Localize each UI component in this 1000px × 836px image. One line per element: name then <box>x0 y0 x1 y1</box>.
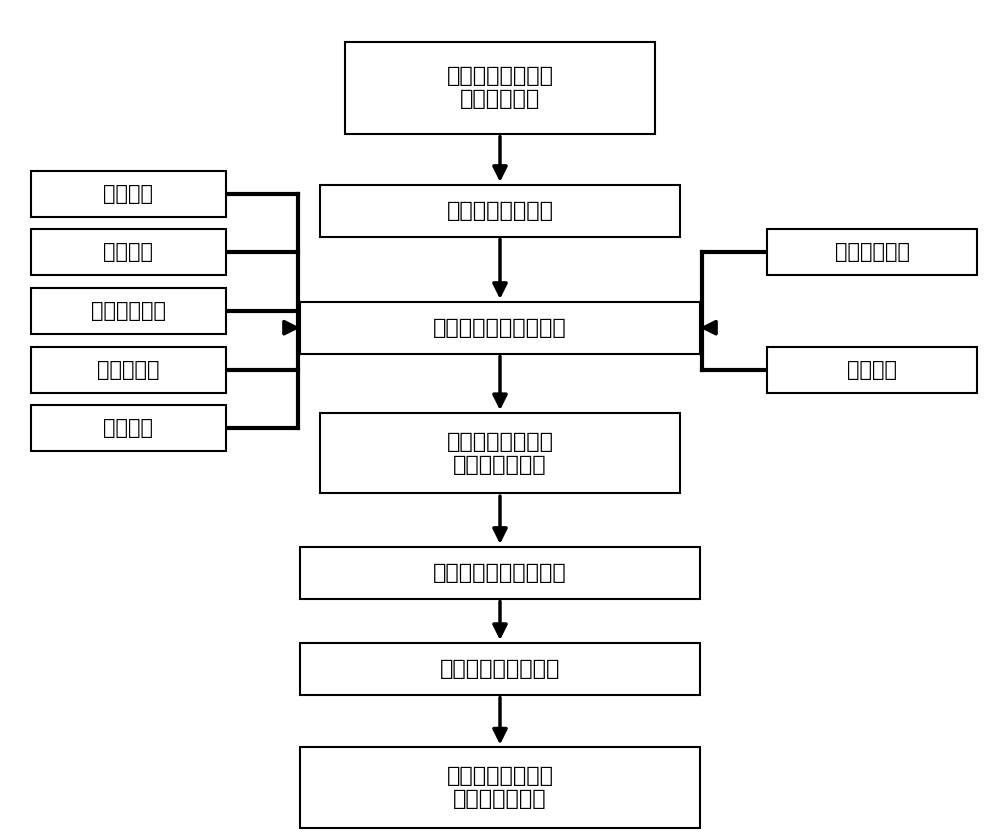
Text: 工程经验: 工程经验 <box>847 359 897 380</box>
Bar <box>320 413 680 493</box>
Text: 正交试验原理: 正交试验原理 <box>834 242 910 263</box>
Text: 破碎岩体注浆加固
效果模拟实验: 破碎岩体注浆加固 效果模拟实验 <box>446 66 554 110</box>
Text: 岩体粒径: 岩体粒径 <box>103 242 153 263</box>
Text: 初步正交试验方案设计: 初步正交试验方案设计 <box>433 318 567 338</box>
Bar <box>300 747 700 828</box>
Bar <box>30 229 226 276</box>
Text: 注浆材料类型: 注浆材料类型 <box>90 301 166 321</box>
Bar <box>345 42 655 134</box>
Bar <box>767 346 977 392</box>
Bar <box>320 185 680 237</box>
Text: 注浆压力: 注浆压力 <box>103 418 153 438</box>
Bar <box>30 346 226 392</box>
Bar <box>767 229 977 276</box>
Bar <box>300 643 700 695</box>
Text: 模拟实验材料制备: 模拟实验材料制备 <box>446 201 554 221</box>
Text: 岩体岩性: 岩体岩性 <box>103 184 153 204</box>
Bar <box>300 547 700 599</box>
Text: 数据处理得到显著因素: 数据处理得到显著因素 <box>433 563 567 583</box>
Text: 对显著因素深入研究: 对显著因素深入研究 <box>440 659 560 679</box>
Text: 浆液水灰比: 浆液水灰比 <box>97 359 159 380</box>
Bar <box>30 288 226 334</box>
Bar <box>30 171 226 217</box>
Text: 实施加固方案并测
材料加固后属性: 实施加固方案并测 材料加固后属性 <box>446 431 554 475</box>
Bar <box>300 302 700 354</box>
Bar <box>30 405 226 451</box>
Text: 指导现场注浆加固
方案设计及实施: 指导现场注浆加固 方案设计及实施 <box>446 766 554 809</box>
